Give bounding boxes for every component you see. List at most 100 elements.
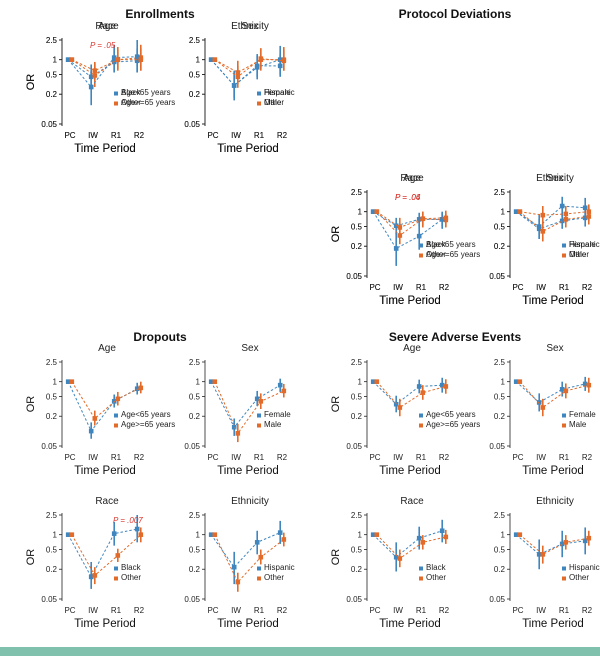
data-point	[281, 388, 287, 394]
data-point	[258, 554, 264, 560]
data-point	[92, 416, 98, 421]
legend-label: Other	[569, 573, 589, 582]
x-tick-label: R1	[416, 606, 427, 615]
y-tick-label: 0.5	[494, 223, 506, 232]
data-point	[138, 532, 144, 537]
y-tick-label: 0.2	[189, 90, 201, 99]
panel-title: Sex	[546, 343, 563, 354]
x-tick-label: R1	[416, 283, 427, 292]
legend-swatch	[562, 423, 566, 428]
y-tick-label: 0.05	[41, 120, 57, 129]
data-point	[397, 556, 403, 561]
data-point	[374, 379, 380, 384]
y-tick-label: 0.2	[351, 565, 363, 574]
data-point	[208, 57, 214, 62]
panel-title: Age	[98, 21, 116, 32]
x-tick-label: IW	[536, 283, 546, 292]
legend-swatch	[419, 576, 423, 581]
y-axis-label: OR	[330, 226, 342, 243]
legend-label: Male	[264, 98, 282, 107]
series-line	[519, 211, 589, 232]
y-tick-label: 1	[358, 208, 363, 217]
x-tick-label: PC	[369, 606, 380, 615]
data-point	[416, 535, 422, 541]
y-tick-label: 0.05	[184, 120, 200, 129]
legend-label: Age<65 years	[121, 410, 171, 419]
series-line	[214, 534, 285, 583]
y-tick-label: 0.05	[489, 272, 505, 281]
data-point	[536, 400, 542, 405]
y-tick-label: 2.5	[494, 511, 506, 520]
x-tick-label: IW	[88, 606, 98, 615]
data-point	[536, 552, 542, 557]
data-point	[138, 57, 144, 62]
series-line	[210, 381, 281, 429]
legend-label: Age>=65 years	[121, 420, 175, 429]
data-point	[559, 218, 565, 224]
y-tick-label: 2.5	[189, 36, 201, 45]
legend-label: Female	[264, 88, 291, 97]
x-axis-label: Time Period	[74, 143, 136, 155]
x-tick-label: R1	[111, 131, 122, 140]
y-axis-label: OR	[25, 396, 37, 413]
legend-label: Black	[121, 88, 142, 97]
data-point	[416, 384, 422, 389]
y-tick-label: 0.2	[351, 242, 363, 251]
x-axis-label: Time Period	[217, 618, 279, 630]
panel-title: Race	[400, 173, 424, 184]
legend-label: Other	[121, 573, 141, 582]
panel: Race 0.05 0.2 0.5 1 2.5 PC IW R1 R2 OR Time Period B…	[25, 21, 145, 155]
y-tick-label: 1	[53, 56, 58, 65]
y-tick-label: 1	[501, 531, 506, 540]
data-point	[138, 385, 144, 391]
data-point	[235, 579, 241, 585]
panel-title: Ethnicity	[231, 21, 269, 32]
y-tick-label: 1	[501, 378, 506, 387]
p-value-annotation: P = .05	[90, 41, 116, 50]
y-tick-label: 1	[196, 378, 201, 387]
data-point	[254, 396, 260, 402]
data-point	[69, 532, 75, 537]
y-tick-label: 0.2	[46, 90, 58, 99]
legend-label: Hispanic	[264, 88, 295, 97]
x-tick-label: R1	[111, 453, 122, 462]
series-line	[372, 381, 443, 405]
y-tick-label: 0.2	[494, 565, 506, 574]
data-point	[513, 379, 519, 384]
y-tick-label: 0.2	[189, 90, 201, 99]
legend-label: Age<65 years	[121, 88, 171, 97]
y-tick-label: 2.5	[351, 358, 363, 367]
panel-title: Sex	[546, 173, 563, 184]
y-tick-label: 0.5	[46, 393, 58, 402]
x-tick-label: IW	[536, 606, 546, 615]
y-tick-label: 0.5	[46, 71, 58, 80]
data-point	[397, 405, 403, 410]
legend-label: Male	[569, 250, 587, 259]
data-point	[559, 541, 565, 547]
panel-title: Ethnicity	[536, 173, 574, 184]
legend-label: Male	[569, 420, 587, 429]
data-point	[88, 84, 94, 90]
x-tick-label: R2	[277, 606, 288, 615]
series-line	[372, 211, 443, 250]
y-tick-label: 1	[53, 56, 58, 65]
data-point	[443, 215, 449, 221]
x-tick-label: IW	[393, 283, 403, 292]
panel: Race 0.05 0.2 0.5 1 2.5 PC IW R1 R2 OR Time Period B…	[330, 173, 450, 307]
series-line	[67, 528, 138, 578]
x-tick-label: PC	[369, 283, 380, 292]
data-point	[111, 55, 117, 60]
data-point	[134, 386, 140, 392]
y-tick-label: 0.05	[184, 442, 200, 451]
legend-swatch	[114, 91, 118, 96]
panel-title: Ethnicity	[231, 496, 269, 507]
y-tick-label: 0.5	[46, 546, 58, 555]
x-tick-label: R1	[559, 283, 570, 292]
data-point	[235, 74, 241, 80]
data-point	[443, 534, 449, 540]
y-tick-label: 2.5	[189, 36, 201, 45]
y-tick-label: 1	[358, 208, 363, 217]
data-point	[416, 233, 422, 239]
legend-swatch	[419, 423, 423, 428]
y-tick-label: 0.2	[494, 242, 506, 251]
